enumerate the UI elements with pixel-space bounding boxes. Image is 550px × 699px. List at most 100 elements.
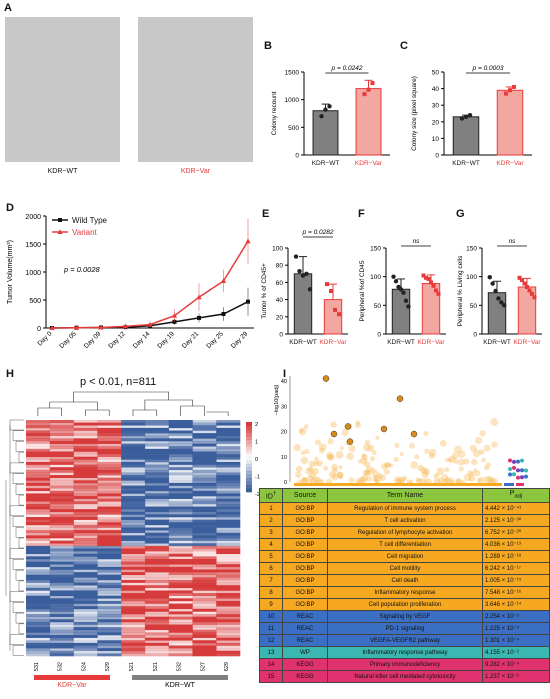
heatmap-cell bbox=[168, 519, 193, 523]
term-point bbox=[301, 477, 308, 484]
term-point bbox=[420, 466, 428, 474]
term-point bbox=[520, 468, 524, 473]
color-scale-step bbox=[246, 429, 252, 433]
heatmap-cell bbox=[216, 603, 241, 607]
heatmap-cell bbox=[26, 422, 51, 426]
heatmap-cell bbox=[49, 493, 74, 497]
heatmap-cell bbox=[26, 425, 51, 429]
heatmap-cell bbox=[144, 590, 169, 594]
heatmap-cell bbox=[144, 642, 169, 646]
heatmap-cell bbox=[168, 624, 193, 628]
heatmap-cell bbox=[192, 420, 217, 423]
caption-kdr-var: KDR−Var bbox=[180, 168, 211, 175]
heatmap-cell bbox=[26, 519, 51, 523]
heatmap-cell bbox=[144, 572, 169, 576]
heatmap-cell bbox=[144, 540, 169, 544]
heatmap-cell bbox=[216, 425, 241, 429]
term-point bbox=[331, 473, 339, 481]
heatmap-cell bbox=[121, 456, 146, 460]
color-scale-step bbox=[246, 425, 252, 430]
heatmap-cell bbox=[144, 496, 169, 499]
term-point bbox=[453, 459, 459, 464]
heatmap-cell bbox=[73, 632, 98, 636]
table-cell-source: KEGG bbox=[282, 658, 328, 672]
heatmap-cell bbox=[26, 538, 51, 541]
heatmap-cell bbox=[49, 519, 74, 523]
heatmap-cell bbox=[49, 430, 74, 434]
term-point bbox=[371, 470, 380, 478]
heatmap-cell bbox=[73, 506, 98, 510]
y-axis-label: Colony size (pixel square) bbox=[411, 76, 418, 151]
heatmap-cell bbox=[216, 600, 241, 604]
heatmap-cell bbox=[97, 446, 122, 450]
heatmap-cell bbox=[121, 503, 146, 507]
y-tick-label: 0 bbox=[279, 332, 283, 339]
heatmap-cell bbox=[192, 425, 217, 429]
heatmap-cell bbox=[49, 488, 74, 492]
heatmap-cell bbox=[26, 475, 51, 478]
y-tick-label: 0 bbox=[377, 332, 381, 339]
heatmap-cell bbox=[97, 645, 122, 649]
heatmap-cell bbox=[26, 430, 51, 434]
x-tick-label: Day 25 bbox=[205, 330, 225, 350]
heatmap-cell bbox=[97, 569, 122, 573]
data-point bbox=[327, 104, 332, 109]
heatmap-cell bbox=[168, 653, 193, 657]
heatmap-cell bbox=[144, 608, 169, 612]
heatmap-cell bbox=[26, 582, 51, 586]
heatmap-cell bbox=[192, 564, 217, 568]
heatmap-cell bbox=[168, 595, 193, 599]
heatmap-cell bbox=[216, 582, 241, 586]
heatmap-cell bbox=[144, 490, 169, 494]
heatmap-cell bbox=[216, 645, 241, 649]
heatmap-cell bbox=[121, 585, 146, 589]
heatmap-cell bbox=[73, 467, 98, 471]
term-point bbox=[485, 462, 491, 468]
heatmap-cell bbox=[216, 540, 241, 544]
term-point bbox=[399, 451, 404, 457]
heatmap-cell bbox=[26, 438, 51, 442]
term-point bbox=[478, 476, 485, 484]
heatmap-cell bbox=[192, 648, 217, 652]
heatmap-cell bbox=[26, 532, 51, 536]
heatmap-cell bbox=[49, 614, 74, 617]
heatmap-cell bbox=[192, 587, 217, 591]
heatmap-cell bbox=[216, 624, 241, 628]
heatmap-cell bbox=[168, 501, 193, 505]
heatmap-cell bbox=[97, 433, 122, 437]
heatmap-cell bbox=[49, 475, 74, 478]
heatmap-cell bbox=[49, 627, 74, 631]
term-point bbox=[448, 455, 456, 464]
color-scale-step bbox=[246, 485, 252, 489]
heatmap-cell bbox=[121, 435, 146, 439]
heatmap-cell bbox=[168, 582, 193, 586]
y-tick-label: 0 bbox=[473, 332, 477, 339]
data-point bbox=[304, 271, 309, 276]
x-tick-label: Day 29 bbox=[230, 330, 250, 350]
heatmap-cell bbox=[97, 464, 122, 468]
data-point bbox=[366, 87, 371, 92]
heatmap-cell bbox=[26, 501, 51, 505]
table-cell-source: GO:BP bbox=[282, 586, 328, 600]
heatmap-cell bbox=[168, 606, 193, 610]
color-scale-step bbox=[246, 488, 252, 493]
heatmap-cell bbox=[121, 553, 146, 557]
data-point bbox=[337, 312, 341, 317]
bar-var bbox=[496, 89, 524, 156]
table-cell-padj: 1.005 × 10⁻¹⁵ bbox=[482, 574, 550, 588]
term-point bbox=[516, 459, 520, 464]
color-scale-step bbox=[246, 478, 252, 482]
color-scale-step bbox=[246, 453, 252, 458]
term-point bbox=[305, 467, 313, 475]
heatmap-cell bbox=[168, 566, 193, 570]
heatmap-cell bbox=[73, 456, 98, 460]
column-dendrogram bbox=[37, 391, 229, 416]
data-point bbox=[433, 288, 438, 293]
heatmap-cell bbox=[192, 553, 217, 557]
data-point bbox=[98, 324, 104, 330]
heatmap-cell bbox=[216, 451, 241, 455]
term-point bbox=[319, 478, 325, 485]
heatmap-cell bbox=[168, 642, 193, 646]
heatmap-cell bbox=[73, 469, 98, 473]
table-cell-padj: 1.289 × 10⁻¹⁸ bbox=[482, 550, 550, 564]
